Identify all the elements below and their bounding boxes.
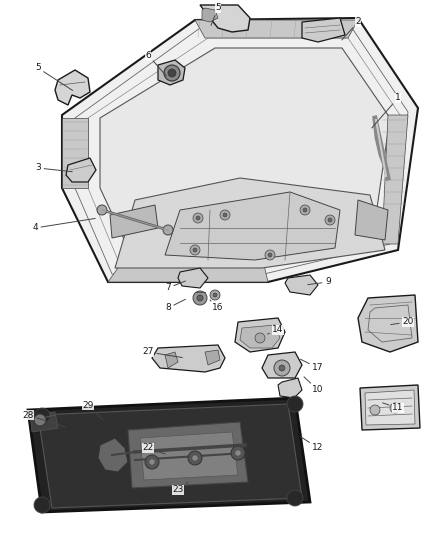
- Text: 10: 10: [304, 377, 324, 394]
- Polygon shape: [285, 275, 318, 295]
- Circle shape: [190, 245, 200, 255]
- Text: 29: 29: [82, 400, 103, 420]
- Polygon shape: [202, 8, 218, 22]
- Text: 12: 12: [300, 437, 324, 453]
- Polygon shape: [30, 412, 58, 432]
- Circle shape: [328, 218, 332, 222]
- Circle shape: [193, 213, 203, 223]
- Polygon shape: [360, 385, 420, 430]
- Polygon shape: [128, 422, 248, 488]
- Polygon shape: [62, 118, 88, 188]
- Polygon shape: [355, 200, 388, 240]
- Text: 2: 2: [342, 18, 361, 40]
- Circle shape: [231, 446, 245, 460]
- Polygon shape: [178, 268, 208, 288]
- Polygon shape: [195, 20, 358, 38]
- Circle shape: [390, 403, 400, 413]
- Circle shape: [220, 210, 230, 220]
- Polygon shape: [382, 115, 408, 244]
- Polygon shape: [158, 60, 185, 85]
- Circle shape: [149, 459, 155, 465]
- Text: 20: 20: [391, 318, 413, 327]
- Polygon shape: [98, 438, 128, 472]
- Polygon shape: [302, 18, 345, 42]
- Circle shape: [300, 205, 310, 215]
- Circle shape: [265, 250, 275, 260]
- Polygon shape: [205, 350, 220, 365]
- Circle shape: [193, 248, 197, 252]
- Circle shape: [303, 208, 307, 212]
- Circle shape: [268, 253, 272, 257]
- Text: 23: 23: [172, 482, 188, 495]
- Circle shape: [255, 333, 265, 343]
- Polygon shape: [152, 345, 225, 372]
- Polygon shape: [100, 48, 390, 252]
- Circle shape: [193, 291, 207, 305]
- Circle shape: [279, 365, 285, 371]
- Circle shape: [188, 451, 202, 465]
- Text: 28: 28: [22, 410, 65, 427]
- Circle shape: [370, 405, 380, 415]
- Polygon shape: [165, 192, 340, 260]
- Polygon shape: [62, 18, 418, 282]
- Circle shape: [235, 450, 241, 456]
- Text: 27: 27: [142, 348, 182, 358]
- Polygon shape: [262, 352, 302, 378]
- Text: 22: 22: [142, 443, 166, 454]
- Circle shape: [210, 290, 220, 300]
- Circle shape: [197, 295, 203, 301]
- Circle shape: [192, 455, 198, 461]
- Text: 6: 6: [145, 51, 166, 76]
- Circle shape: [325, 215, 335, 225]
- Text: 3: 3: [35, 164, 72, 173]
- Circle shape: [97, 205, 107, 215]
- Text: 14: 14: [268, 326, 284, 335]
- Text: 11: 11: [383, 403, 404, 413]
- Circle shape: [213, 293, 217, 297]
- Circle shape: [34, 408, 50, 424]
- Text: 17: 17: [300, 359, 324, 373]
- Text: 1: 1: [372, 93, 401, 128]
- Polygon shape: [28, 398, 310, 512]
- Circle shape: [163, 225, 173, 235]
- Polygon shape: [66, 158, 96, 182]
- Circle shape: [145, 455, 159, 469]
- Circle shape: [196, 216, 200, 220]
- Polygon shape: [140, 432, 238, 480]
- Text: 5: 5: [211, 4, 221, 26]
- Text: 4: 4: [32, 219, 95, 232]
- Polygon shape: [110, 205, 158, 238]
- Polygon shape: [240, 325, 280, 348]
- Polygon shape: [38, 404, 302, 508]
- Polygon shape: [55, 70, 90, 105]
- Polygon shape: [365, 390, 415, 425]
- Text: 8: 8: [165, 299, 186, 312]
- Circle shape: [34, 414, 46, 426]
- Text: 9: 9: [308, 278, 331, 287]
- Polygon shape: [358, 295, 418, 352]
- Polygon shape: [108, 265, 268, 282]
- Circle shape: [164, 65, 180, 81]
- Text: 16: 16: [210, 300, 224, 312]
- Circle shape: [287, 490, 303, 506]
- Circle shape: [34, 497, 50, 513]
- Polygon shape: [115, 178, 385, 268]
- Polygon shape: [200, 5, 250, 32]
- Circle shape: [287, 396, 303, 412]
- Text: 7: 7: [165, 281, 185, 293]
- Circle shape: [168, 69, 176, 77]
- Text: 5: 5: [35, 63, 73, 91]
- Polygon shape: [278, 378, 302, 398]
- Circle shape: [223, 213, 227, 217]
- Polygon shape: [235, 318, 285, 352]
- Polygon shape: [165, 352, 178, 368]
- Circle shape: [274, 360, 290, 376]
